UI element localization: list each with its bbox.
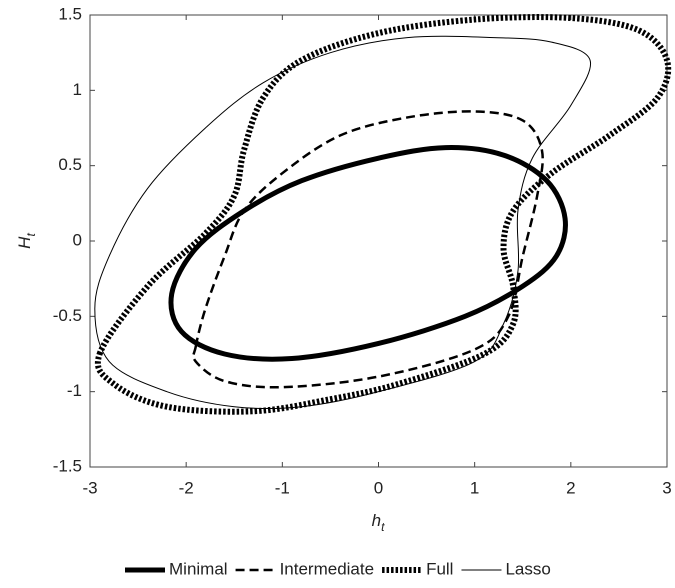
x-axis-label-subscript: t [381, 520, 385, 534]
x-tick-label: -1 [275, 478, 290, 497]
y-axis-label: Ht [15, 233, 38, 249]
x-tick-label: 0 [374, 478, 383, 497]
y-tick-label: -1 [67, 381, 82, 400]
y-axis-label-base: H [15, 236, 34, 249]
y-tick-label: 0 [73, 230, 82, 249]
x-axis-label: ht [372, 511, 385, 534]
legend-label: Full [426, 559, 453, 578]
x-tick-label: -3 [82, 478, 97, 497]
legend-label: Intermediate [280, 559, 375, 578]
y-tick-label: -1.5 [53, 456, 82, 475]
x-tick-label: 1 [470, 478, 479, 497]
series-line [192, 110, 544, 389]
series-line [94, 35, 592, 410]
x-tick-label: 2 [566, 478, 575, 497]
x-axis-label-base: h [372, 511, 381, 530]
legend-label: Minimal [169, 559, 228, 578]
series-line [94, 14, 672, 415]
series-line [168, 145, 568, 362]
x-tick-label: 3 [662, 478, 671, 497]
x-tick-label: -2 [179, 478, 194, 497]
y-tick-label: 0.5 [58, 155, 82, 174]
y-tick-label: 1 [73, 80, 82, 99]
y-tick-label: 1.5 [58, 4, 82, 23]
legend-label: Lasso [505, 559, 550, 578]
plot-frame [89, 14, 668, 468]
y-tick-label: -0.5 [53, 306, 82, 325]
y-axis-label-subscript: t [24, 233, 38, 237]
